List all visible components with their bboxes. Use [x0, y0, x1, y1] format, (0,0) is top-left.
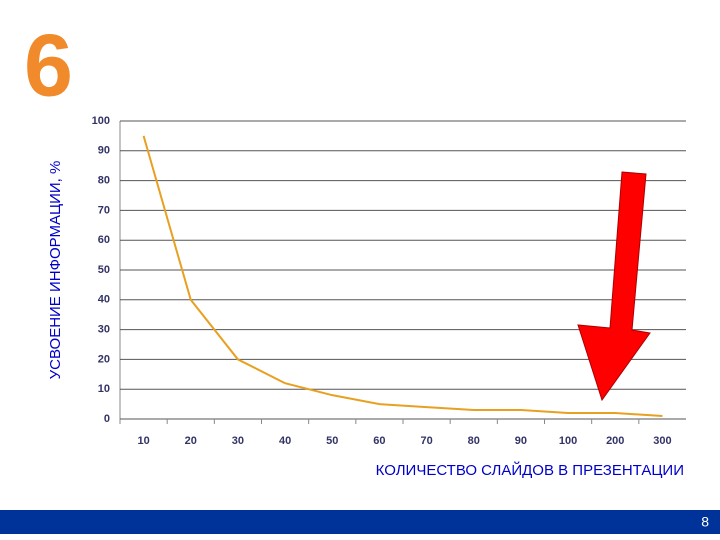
arrow [577, 171, 651, 402]
page-number: 8 [701, 514, 709, 530]
y-tick-label: 70 [98, 204, 110, 216]
x-tick-label: 70 [420, 435, 432, 447]
x-tick-label: 50 [326, 435, 338, 447]
x-tick-label: 20 [185, 435, 197, 447]
y-tick-label: 20 [98, 353, 110, 365]
y-tick-label: 50 [98, 264, 110, 276]
x-tick-label: 30 [232, 435, 244, 447]
y-tick-label: 30 [98, 324, 110, 336]
x-tick-label: 100 [559, 435, 577, 447]
x-axis-title: КОЛИЧЕСТВО СЛАЙДОВ В ПРЕЗЕНТАЦИИ [376, 461, 684, 479]
x-tick-label: 10 [137, 435, 149, 447]
y-tick-label: 0 [104, 413, 110, 425]
footer-bar [0, 510, 720, 534]
plot: 0 10 20 30 40 50 60 70 80 90 100 10 20 30 40 50 60 70 80 90… [92, 115, 686, 447]
x-tick-label: 40 [279, 435, 291, 447]
y-tick-label: 40 [98, 294, 110, 306]
y-tick-label: 10 [98, 383, 110, 395]
data-line [142, 135, 663, 418]
y-tick-label: 60 [98, 234, 110, 246]
y-tick-label: 90 [98, 145, 110, 157]
y-tick-label: 100 [92, 115, 110, 127]
x-tick-label: 90 [515, 435, 527, 447]
x-tick-label: 80 [468, 435, 480, 447]
heading: 6 [24, 15, 73, 114]
x-tick-label: 300 [653, 435, 671, 447]
y-tick-label: 80 [98, 175, 110, 187]
y-axis-title: УСВОЕНИЕ ИНФОРМАЦИИ, % [47, 161, 64, 380]
x-tick-label: 60 [373, 435, 385, 447]
x-tick-label: 200 [606, 435, 624, 447]
